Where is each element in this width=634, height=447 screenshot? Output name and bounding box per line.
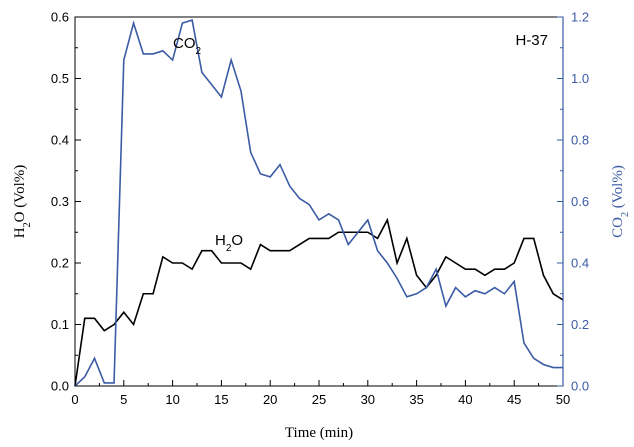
y-left-tick-label: 0.0 <box>51 379 69 394</box>
co2-label-sub: 2 <box>196 46 202 57</box>
h2o-series-label: H2O <box>215 232 243 254</box>
y-right-title-main: CO <box>610 217 626 238</box>
co2-series-line <box>74 19 563 387</box>
y-left-tick-label: 0.3 <box>51 194 69 209</box>
x-tick-label: 15 <box>214 392 228 407</box>
x-tick-label: 0 <box>71 392 78 407</box>
x-tick-label: 45 <box>507 392 521 407</box>
y-left-tick-label: 0.4 <box>51 133 69 148</box>
x-axis: 0 5 10 15 20 25 30 35 40 45 50 <box>71 380 570 407</box>
y-left-tick-label: 0.6 <box>51 10 69 25</box>
y-axis-left-title: H2O (Vol%) <box>12 165 33 238</box>
y-right-tick-label: 1.0 <box>571 71 589 86</box>
y-left-title-sub: 2 <box>22 222 33 227</box>
h2o-series-line <box>74 217 564 387</box>
y-axis-right: 0.0 0.2 0.4 0.6 0.8 1.0 1.2 <box>557 10 589 394</box>
y-right-tick-label: 0.6 <box>571 194 589 209</box>
plot-frame <box>74 16 564 387</box>
x-tick-label: 35 <box>409 392 423 407</box>
y-axis-left: 0.0 0.1 0.2 0.3 0.4 0.5 0.6 <box>51 10 81 394</box>
series-layer <box>74 19 564 387</box>
x-tick-label: 40 <box>458 392 472 407</box>
y-axis-right-title: CO2 (Vol%) <box>610 165 631 238</box>
x-tick-label: 5 <box>120 392 127 407</box>
x-tick-label: 50 <box>556 392 570 407</box>
y-left-title-rest: O (Vol%) <box>12 165 28 223</box>
x-tick-label: 30 <box>361 392 375 407</box>
y-right-tick-label: 0.4 <box>571 256 589 271</box>
y-right-tick-label: 0.8 <box>571 133 589 148</box>
x-axis-title: Time (min) <box>285 425 353 441</box>
x-tick-label: 20 <box>263 392 277 407</box>
h2o-label-rest: O <box>231 232 243 249</box>
h2o-label-sub: 2 <box>226 243 232 254</box>
y-right-tick-label: 0.2 <box>571 317 589 332</box>
y-right-tick-label: 1.2 <box>571 10 589 25</box>
y-right-tick-label: 0.0 <box>571 379 589 394</box>
y-left-title-main: H <box>12 227 28 238</box>
y-left-tick-label: 0.1 <box>51 317 69 332</box>
x-tick-label: 10 <box>165 392 179 407</box>
y-left-tick-label: 0.2 <box>51 256 69 271</box>
co2-series-label: CO2 <box>173 35 202 57</box>
h2o-label-main: H <box>215 232 226 249</box>
panel-label: H-37 <box>515 32 548 49</box>
co2-label-main: CO <box>173 35 196 52</box>
y-left-tick-label: 0.5 <box>51 71 69 86</box>
y-right-title-rest: (Vol%) <box>610 165 626 212</box>
x-tick-label: 25 <box>312 392 326 407</box>
y-right-title-sub: 2 <box>620 212 631 217</box>
